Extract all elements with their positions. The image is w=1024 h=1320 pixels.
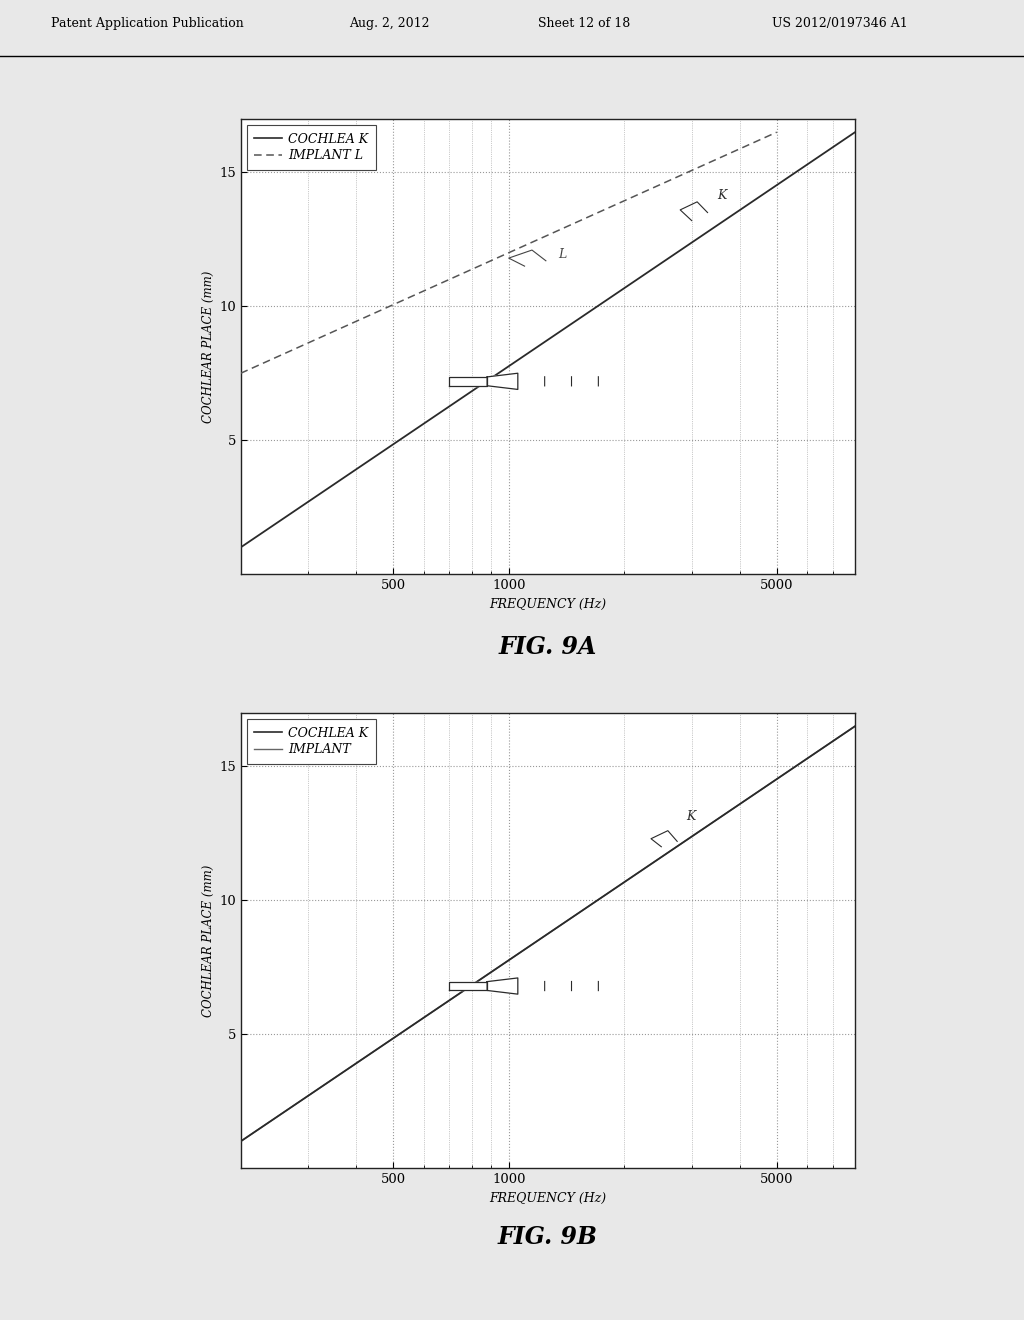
X-axis label: FREQUENCY (Hz): FREQUENCY (Hz) (489, 1192, 606, 1205)
Text: FIG. 9A: FIG. 9A (499, 635, 597, 659)
Text: Aug. 2, 2012: Aug. 2, 2012 (349, 17, 429, 30)
Polygon shape (487, 978, 518, 994)
Text: K: K (686, 810, 695, 822)
Legend: COCHLEA K, IMPLANT L: COCHLEA K, IMPLANT L (247, 125, 376, 170)
Text: L: L (559, 248, 567, 261)
Text: US 2012/0197346 A1: US 2012/0197346 A1 (772, 17, 907, 30)
Polygon shape (487, 374, 518, 389)
Text: K: K (718, 189, 727, 202)
X-axis label: FREQUENCY (Hz): FREQUENCY (Hz) (489, 598, 606, 611)
Y-axis label: COCHLEAR PLACE (mm): COCHLEAR PLACE (mm) (202, 865, 215, 1016)
Legend: COCHLEA K, IMPLANT: COCHLEA K, IMPLANT (247, 719, 376, 764)
Polygon shape (449, 982, 487, 990)
Text: Sheet 12 of 18: Sheet 12 of 18 (538, 17, 630, 30)
Text: FIG. 9B: FIG. 9B (498, 1225, 598, 1249)
Polygon shape (449, 378, 487, 385)
Text: Patent Application Publication: Patent Application Publication (51, 17, 244, 30)
Y-axis label: COCHLEAR PLACE (mm): COCHLEAR PLACE (mm) (202, 271, 215, 422)
